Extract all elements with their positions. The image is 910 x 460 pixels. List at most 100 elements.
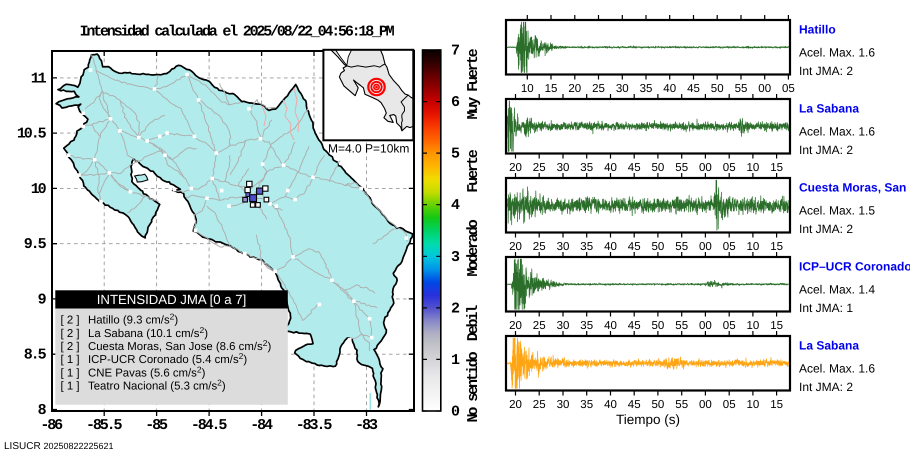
svg-text:Hatillo: Hatillo — [799, 23, 836, 37]
svg-text:40: 40 — [604, 162, 617, 174]
svg-text:-83: -83 — [355, 417, 378, 434]
svg-text:Acel. Max. 1.6: Acel. Max. 1.6 — [799, 46, 875, 60]
svg-text:55: 55 — [675, 162, 688, 174]
svg-text:Int JMA: 2: Int JMA: 2 — [799, 143, 853, 157]
svg-text:9: 9 — [38, 291, 47, 308]
svg-text:20: 20 — [509, 399, 522, 411]
svg-text:11: 11 — [31, 70, 47, 87]
svg-text:50: 50 — [711, 83, 724, 95]
svg-text:6: 6 — [451, 94, 460, 111]
svg-text:La Sabana (10.1 cm/s2): La Sabana (10.1 cm/s2) — [88, 325, 208, 340]
svg-text:40: 40 — [604, 320, 617, 332]
svg-text:-85.5: -85.5 — [86, 417, 123, 434]
svg-text:00: 00 — [699, 162, 712, 174]
svg-text:05: 05 — [723, 320, 736, 332]
svg-text:05: 05 — [723, 399, 736, 411]
svg-text:05: 05 — [723, 241, 736, 253]
svg-text:35: 35 — [640, 83, 653, 95]
svg-text:Int JMA: 2: Int JMA: 2 — [799, 380, 853, 394]
svg-text:Tiempo (s): Tiempo (s) — [616, 412, 680, 427]
svg-text:45: 45 — [628, 320, 641, 332]
svg-text:35: 35 — [580, 320, 593, 332]
svg-text:20: 20 — [509, 162, 522, 174]
svg-text:35: 35 — [580, 241, 593, 253]
svg-text:-85: -85 — [145, 417, 168, 434]
svg-text:10.5: 10.5 — [17, 126, 47, 143]
svg-text:[ 1 ]: [ 1 ] — [61, 381, 80, 393]
svg-text:Moderado: Moderado — [465, 219, 482, 276]
svg-text:50: 50 — [652, 162, 665, 174]
svg-text:40: 40 — [663, 83, 676, 95]
svg-text:15: 15 — [545, 83, 558, 95]
svg-text:[ 2 ]: [ 2 ] — [61, 328, 80, 340]
svg-text:35: 35 — [580, 162, 593, 174]
svg-text:45: 45 — [628, 241, 641, 253]
svg-text:-83.5: -83.5 — [296, 417, 333, 434]
svg-text:10: 10 — [747, 399, 760, 411]
svg-text:Muy Fuerte: Muy Fuerte — [465, 48, 482, 119]
svg-text:20: 20 — [509, 320, 522, 332]
svg-text:INTENSIDAD JMA [0 a 7]: INTENSIDAD JMA [0 a 7] — [97, 292, 247, 307]
svg-text:20: 20 — [568, 83, 581, 95]
svg-text:La Sabana: La Sabana — [799, 339, 859, 353]
svg-text:[ 2 ]: [ 2 ] — [61, 341, 80, 353]
svg-text:-86: -86 — [40, 417, 63, 434]
svg-text:30: 30 — [557, 320, 570, 332]
svg-text:Int JMA: 1: Int JMA: 1 — [799, 301, 853, 315]
svg-text:LISUCR 20250822225621: LISUCR 20250822225621 — [4, 441, 114, 452]
svg-text:Acel. Max. 1.6: Acel. Max. 1.6 — [799, 125, 875, 139]
svg-text:45: 45 — [628, 162, 641, 174]
svg-text:1: 1 — [451, 352, 460, 369]
svg-text:4: 4 — [451, 197, 460, 214]
svg-text:05: 05 — [723, 162, 736, 174]
svg-text:Int JMA: 2: Int JMA: 2 — [799, 64, 853, 78]
svg-text:20: 20 — [509, 241, 522, 253]
svg-text:CNE Pavas (5.6 cm/s2): CNE Pavas (5.6 cm/s2) — [88, 364, 206, 379]
svg-text:8: 8 — [38, 402, 47, 419]
svg-text:45: 45 — [687, 83, 700, 95]
svg-text:00: 00 — [758, 83, 771, 95]
svg-text:15: 15 — [770, 399, 783, 411]
svg-text:-84.5: -84.5 — [191, 417, 228, 434]
svg-text:10: 10 — [747, 162, 760, 174]
svg-text:ICP-UCR Coronado (5.4 cm/s2): ICP-UCR Coronado (5.4 cm/s2) — [88, 351, 247, 366]
svg-text:[ 1 ]: [ 1 ] — [61, 367, 80, 379]
svg-text:00: 00 — [699, 399, 712, 411]
svg-text:M=4.0 P=10km: M=4.0 P=10km — [328, 142, 409, 156]
svg-text:05: 05 — [782, 83, 795, 95]
svg-text:30: 30 — [557, 162, 570, 174]
svg-text:Acel. Max. 1.4: Acel. Max. 1.4 — [799, 283, 875, 297]
svg-text:7: 7 — [451, 43, 459, 60]
svg-text:Cuesta Moras, San Jose (8.6 cm: Cuesta Moras, San Jose (8.6 cm/s2) — [88, 338, 271, 353]
svg-text:-84: -84 — [250, 417, 273, 434]
svg-text:00: 00 — [699, 241, 712, 253]
svg-text:Cuesta Moras, San Jose: Cuesta Moras, San Jose — [799, 181, 910, 195]
svg-text:50: 50 — [652, 399, 665, 411]
svg-text:50: 50 — [652, 320, 665, 332]
svg-text:9.5: 9.5 — [24, 236, 47, 253]
svg-text:55: 55 — [735, 83, 748, 95]
svg-text:25: 25 — [533, 320, 546, 332]
svg-text:La Sabana: La Sabana — [799, 102, 859, 116]
svg-text:35: 35 — [580, 399, 593, 411]
svg-text:3: 3 — [451, 249, 460, 266]
svg-text:15: 15 — [770, 162, 783, 174]
svg-text:Acel. Max. 1.6: Acel. Max. 1.6 — [799, 362, 875, 376]
svg-text:15: 15 — [770, 320, 783, 332]
svg-text:[ 2 ]: [ 2 ] — [61, 315, 80, 327]
svg-text:8.5: 8.5 — [24, 347, 47, 364]
svg-text:55: 55 — [675, 399, 688, 411]
svg-text:55: 55 — [675, 241, 688, 253]
svg-text:5: 5 — [451, 146, 460, 163]
svg-text:Hatillo (9.3 cm/s2): Hatillo (9.3 cm/s2) — [88, 312, 178, 327]
svg-text:Intensidad calculada el 2025/0: Intensidad calculada el 2025/08/22_04:56… — [80, 24, 395, 41]
svg-text:25: 25 — [533, 162, 546, 174]
svg-text:Fuerte: Fuerte — [465, 149, 482, 193]
svg-text:30: 30 — [557, 241, 570, 253]
svg-text:30: 30 — [557, 399, 570, 411]
svg-text:ICP–UCR Coronado: ICP–UCR Coronado — [799, 260, 910, 274]
svg-text:00: 00 — [699, 320, 712, 332]
svg-text:15: 15 — [770, 241, 783, 253]
svg-text:40: 40 — [604, 399, 617, 411]
svg-text:50: 50 — [652, 241, 665, 253]
